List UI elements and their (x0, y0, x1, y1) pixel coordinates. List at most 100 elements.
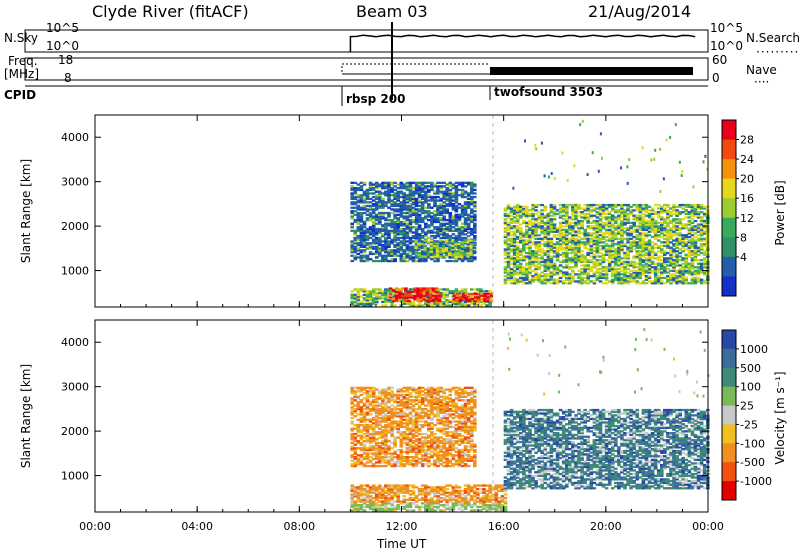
heatmap-cell (653, 225, 658, 228)
heatmap-cell (420, 491, 425, 494)
heatmap-cell (638, 259, 643, 262)
heatmap-cell (399, 229, 404, 232)
heatmap-cell (374, 445, 379, 448)
heatmap-cell (663, 225, 667, 228)
heatmap-cell (402, 258, 407, 261)
heatmap-cell (531, 230, 535, 233)
heatmap-cell (402, 242, 407, 245)
heatmap-cell (378, 450, 382, 453)
heatmap-cell (583, 216, 587, 219)
heatmap-cell (414, 235, 419, 238)
heatmap-cell (675, 259, 679, 262)
heatmap-cell (553, 176, 556, 180)
heatmap-cell (466, 217, 471, 220)
heatmap-cell (626, 219, 630, 223)
heatmap-cell (451, 302, 456, 305)
heatmap-cell (466, 197, 471, 200)
heatmap-cell (419, 298, 423, 301)
heatmap-cell (565, 271, 569, 274)
heatmap-cell (614, 237, 618, 240)
heatmap-cell (362, 440, 367, 443)
heatmap-cell (480, 294, 484, 297)
heatmap-cell (451, 229, 456, 232)
heatmap-cell (509, 267, 514, 271)
heatmap-cell (604, 248, 609, 251)
heatmap-cell (632, 264, 636, 267)
heatmap-cell (512, 225, 517, 228)
heatmap-cell (387, 201, 391, 204)
heatmap-cell (669, 255, 673, 258)
heatmap-cell (574, 244, 578, 248)
heatmap-cell (445, 192, 449, 195)
heatmap-cell (678, 248, 682, 251)
colorbar-tick-label: 8 (740, 231, 747, 244)
heatmap-cell (356, 215, 361, 218)
heatmap-cell (448, 236, 453, 240)
heatmap-cell (442, 236, 446, 240)
heatmap-cell (384, 238, 388, 241)
heatmap-cell (454, 210, 459, 213)
heatmap-cell (371, 252, 376, 256)
heatmap-cell (486, 296, 490, 299)
heatmap-cell (586, 276, 590, 280)
heatmap-cell (519, 239, 523, 242)
heatmap-cell (690, 276, 695, 280)
heatmap-cell (540, 232, 544, 235)
heatmap-cell (687, 241, 692, 244)
heatmap-cell (444, 250, 449, 253)
heatmap-cell (690, 211, 695, 214)
heatmap-cell (417, 488, 422, 491)
heatmap-cell (353, 247, 358, 250)
heatmap-cell (445, 199, 449, 202)
heatmap-cell (663, 257, 667, 260)
heatmap-cell (393, 509, 397, 512)
heatmap-cell (457, 246, 461, 249)
heatmap-cell (396, 187, 400, 190)
heatmap-cell (644, 253, 649, 256)
heatmap-cell (362, 229, 367, 232)
heatmap-cell (451, 498, 456, 501)
heatmap-cell (693, 205, 698, 208)
heatmap-cell (381, 297, 385, 300)
heatmap-cell (473, 304, 477, 307)
heatmap-cell (365, 486, 370, 489)
heatmap-cell (660, 218, 664, 221)
heatmap-cell (595, 223, 600, 226)
heatmap-cell (654, 148, 657, 152)
heatmap-cell (470, 496, 474, 500)
heatmap-cell (552, 264, 557, 267)
heatmap-cell (378, 194, 382, 197)
heatmap-cell (396, 208, 400, 211)
heatmap-cell (353, 493, 358, 496)
heatmap-cell (506, 214, 511, 217)
heatmap-cell (423, 244, 428, 248)
heatmap-cell (390, 504, 394, 507)
heatmap-cell (448, 217, 453, 220)
heatmap-cell (647, 259, 652, 262)
heatmap-cell (552, 207, 557, 210)
heatmap-cell (684, 260, 689, 264)
heatmap-cell (620, 235, 624, 239)
heatmap-cell (396, 488, 400, 491)
heatmap-cell (580, 276, 584, 280)
heatmap-cell (561, 228, 566, 232)
heatmap-cell (693, 278, 698, 281)
colorbar-segment (722, 256, 736, 277)
heatmap-cell (365, 457, 370, 461)
heatmap-cell (506, 239, 511, 242)
heatmap-cell (405, 254, 410, 257)
heatmap-cell (687, 216, 692, 219)
heatmap-cell (635, 276, 640, 280)
heatmap-cell (690, 282, 695, 285)
heatmap-cell (549, 255, 554, 258)
heatmap-cell (534, 241, 538, 244)
heatmap-cell (580, 253, 584, 256)
heatmap-cell (378, 254, 382, 257)
heatmap-cell (362, 420, 367, 423)
heatmap-cell (681, 278, 685, 281)
heatmap-cell (470, 233, 474, 236)
heatmap-cell (473, 203, 477, 206)
heatmap-cell (399, 502, 404, 505)
heatmap-cell (546, 214, 551, 217)
heatmap-cell (414, 249, 419, 252)
